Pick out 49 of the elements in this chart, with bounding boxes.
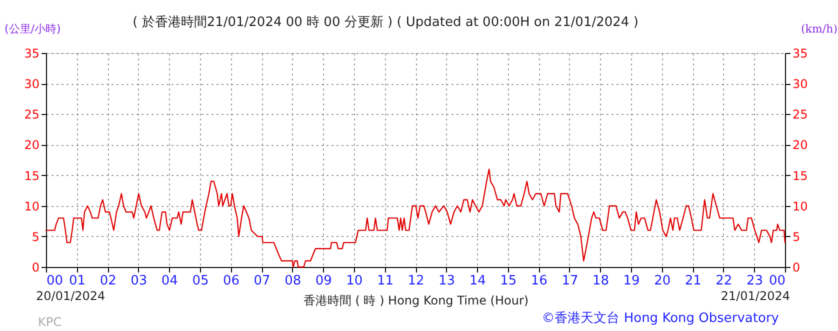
y-tick-label: 15: [24, 168, 40, 183]
x-tick-label: 22: [716, 274, 732, 288]
x-tick-label: 11: [376, 274, 394, 288]
x-tick-label: 00: [46, 274, 64, 288]
x-tick-label: 13: [438, 274, 456, 288]
x-tick-label: 17: [562, 274, 578, 288]
y2-tick-label: 15: [792, 168, 808, 183]
y2-axis-title: (km/h): [801, 22, 838, 36]
y2-tick-label: 5: [792, 230, 800, 244]
text: ©香港天文台 Hong Kong Observatory: [542, 311, 780, 326]
chart-title: ( 於香港時間21/01/2024 00 時 00 分更新 ) ( Updated at 00:00H on 21/01/2024 ): [132, 15, 638, 30]
y-tick-label: 10: [24, 199, 40, 214]
x-tick-label: 15: [500, 274, 517, 288]
text: KPC: [38, 315, 62, 329]
y2-tick-label: 25: [792, 108, 808, 122]
x-tick-label: 12: [408, 274, 424, 288]
y-tick-label: 30: [24, 77, 40, 92]
text: 20/01/2024: [36, 289, 106, 303]
x-tick-label: 04: [161, 274, 178, 288]
x-tick-label: 10: [346, 274, 363, 288]
x-tick-label: 01: [69, 274, 86, 288]
y2-tick-label: 20: [792, 138, 808, 152]
x-axis-title: 香港時間 ( 時 ) Hong Kong Time (Hour): [303, 294, 529, 308]
y2-tick-label: 30: [792, 77, 808, 92]
x-tick-label: 14: [469, 274, 486, 288]
x-tick-label: 16: [530, 274, 548, 288]
x-tick-label: 02: [100, 274, 116, 288]
x-tick-label: 07: [254, 274, 270, 288]
y2-tick-label: 0: [792, 260, 800, 274]
x-tick-label: 00: [768, 274, 786, 288]
x-tick-label: 05: [192, 274, 209, 288]
y-tick-label: 0: [32, 260, 40, 274]
x-tick-label: 23: [746, 274, 763, 288]
x-tick-label: 18: [592, 274, 610, 288]
y-axis-title: (公里/小時): [4, 22, 61, 36]
text: 21/01/2024: [720, 289, 790, 303]
y2-tick-label: 35: [792, 46, 808, 60]
x-tick-label: 03: [130, 274, 148, 288]
y2-tick-label: 10: [792, 199, 808, 214]
x-tick-label: 06: [222, 274, 240, 288]
x-tick-label: 21: [684, 274, 702, 288]
y-tick-label: 5: [32, 230, 40, 244]
x-tick-label: 20: [654, 274, 671, 288]
y-tick-label: 35: [24, 46, 40, 60]
y-tick-label: 20: [24, 138, 40, 152]
x-tick-label: 08: [284, 274, 302, 288]
x-tick-label: 09: [315, 274, 332, 288]
x-tick-label: 19: [623, 274, 640, 288]
y-tick-label: 25: [24, 108, 40, 122]
